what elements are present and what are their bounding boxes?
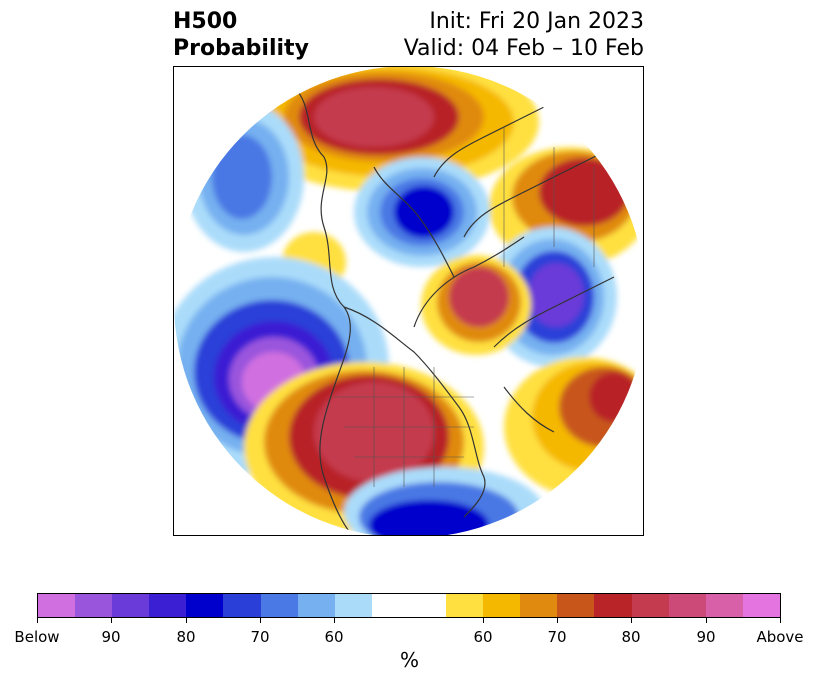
colorbar-segment bbox=[446, 594, 484, 617]
colorbar-tick-mark bbox=[186, 618, 187, 623]
colorbar-segment bbox=[223, 594, 261, 617]
colorbar-segment bbox=[520, 594, 558, 617]
colorbar-tick-label: 70 bbox=[250, 628, 270, 646]
colorbar-tick-mark bbox=[334, 618, 335, 623]
colorbar-segment bbox=[149, 594, 187, 617]
colorbar-tick-label: Above bbox=[756, 628, 804, 646]
title-line-2: Probability bbox=[173, 36, 309, 61]
colorbar-tick-label: 70 bbox=[547, 628, 567, 646]
colorbar-segment bbox=[260, 594, 298, 617]
colorbar-tick-label: 60 bbox=[473, 628, 493, 646]
colorbar-segment bbox=[557, 594, 595, 617]
borders bbox=[334, 127, 595, 487]
init-date: Init: Fri 20 Jan 2023 bbox=[429, 9, 644, 34]
title-line-1: H500 bbox=[173, 9, 238, 34]
colorbar-tick-label: 80 bbox=[621, 628, 641, 646]
colorbar-segment bbox=[594, 594, 632, 617]
colorbar-tick-label: Below bbox=[14, 628, 60, 646]
colorbar-tick-mark bbox=[37, 618, 38, 623]
colorbar-unit-label: % bbox=[399, 648, 419, 672]
colorbar-segment bbox=[297, 594, 335, 617]
colorbar-segment bbox=[112, 594, 150, 617]
colorbar-segment bbox=[483, 594, 521, 617]
colorbar-segment bbox=[38, 594, 76, 617]
colorbar-tick-mark bbox=[780, 618, 781, 623]
colorbar-segment bbox=[371, 594, 447, 617]
colorbar-tick-label: 90 bbox=[101, 628, 121, 646]
probability-map bbox=[173, 66, 644, 536]
colorbar-segment bbox=[186, 594, 224, 617]
colorbar-segment bbox=[668, 594, 706, 617]
colorbar-segment bbox=[334, 594, 372, 617]
colorbar bbox=[37, 593, 781, 618]
colorbar-tick-label: 90 bbox=[696, 628, 716, 646]
colorbar-tick-mark bbox=[111, 618, 112, 623]
colorbar-segment bbox=[631, 594, 669, 617]
colorbar-tick-mark bbox=[557, 618, 558, 623]
colorbar-tick-mark bbox=[260, 618, 261, 623]
colorbar-segment bbox=[742, 594, 780, 617]
map-canvas bbox=[174, 67, 643, 535]
anomaly-field bbox=[174, 67, 643, 535]
colorbar-tick-mark bbox=[706, 618, 707, 623]
colorbar-tick-label: 60 bbox=[324, 628, 344, 646]
colorbar-ticks: Below 90 80 70 60 60 70 80 90 Above bbox=[0, 618, 819, 648]
colorbar-segment bbox=[705, 594, 743, 617]
valid-range: Valid: 04 Feb – 10 Feb bbox=[403, 36, 644, 61]
map-dates: Init: Fri 20 Jan 2023 Valid: 04 Feb – 10… bbox=[404, 8, 644, 62]
map-title: H500 Probability bbox=[173, 8, 309, 62]
colorbar-segment bbox=[75, 594, 113, 617]
colorbar-tick-mark bbox=[631, 618, 632, 623]
colorbar-tick-mark bbox=[483, 618, 484, 623]
colorbar-tick-label: 80 bbox=[176, 628, 196, 646]
